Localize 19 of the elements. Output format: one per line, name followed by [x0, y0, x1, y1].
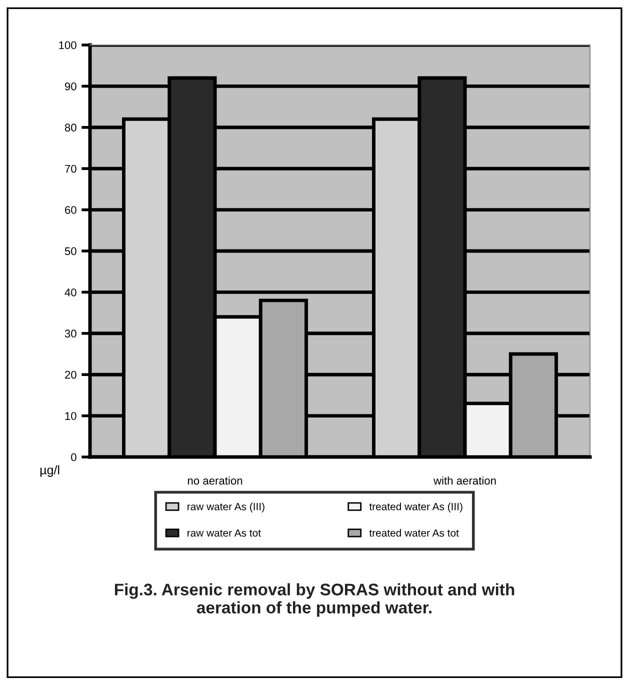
legend-label: treated water As (III): [369, 502, 462, 512]
y-tick-label: 60: [65, 206, 76, 214]
x-tick-label: no aeration: [188, 476, 242, 485]
y-tick-label: 20: [65, 370, 76, 379]
y-tick-label: 100: [59, 41, 76, 50]
legend-label: raw water As tot: [188, 529, 261, 537]
y-tick-label: 10: [65, 412, 76, 420]
y-tick-label: 40: [64, 288, 76, 296]
y-tick-label: 0: [71, 453, 76, 462]
legend-label: raw water As (III): [188, 502, 264, 512]
y-tick-label: 70: [65, 164, 76, 173]
y-tick-label: 50: [64, 247, 76, 256]
y-tick-label: 80: [64, 124, 76, 132]
text: Fig.3. Arsenic removal by SORAS without and with aeration of the pumped water.: [114, 583, 514, 617]
y-tick-label: 30: [64, 330, 76, 338]
legend-label: treated water As tot: [369, 529, 459, 537]
y-axis-title: µg/l: [40, 465, 60, 477]
y-tick-label: 90: [64, 82, 76, 90]
x-tick-label: with aeration: [433, 476, 496, 485]
